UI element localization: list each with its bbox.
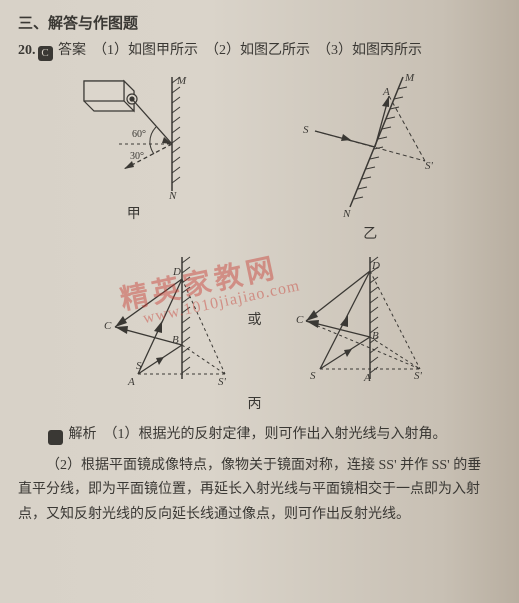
figure-jia-label: 甲 <box>64 203 204 223</box>
figure-jia: M N 60° 30° 甲 <box>64 69 204 243</box>
analysis-header-line: C 解析 （1）根据光的反射定律，则可作出入射光线与入射角。 <box>18 423 491 448</box>
label-M: M <box>176 75 187 87</box>
figure-bing-label: 丙 <box>18 393 491 413</box>
analysis-p1: （1）根据光的反射定律，则可作出入射光线与入射角。 <box>111 427 447 442</box>
svg-text:D: D <box>371 260 380 272</box>
svg-text:C: C <box>104 320 112 332</box>
answer-part-3: （3）如图丙所示 <box>324 43 422 58</box>
svg-text:N: N <box>342 208 351 219</box>
svg-text:A: A <box>382 86 390 98</box>
svg-text:C: C <box>296 314 304 326</box>
analysis-label: 解析 <box>69 427 97 442</box>
svg-text:S': S' <box>218 376 227 388</box>
question-number: 20. <box>18 43 36 58</box>
svg-text:S': S' <box>414 370 423 382</box>
question-line: 20.C 答案 （1）如图甲所示 （2）如图乙所示 （3）如图丙所示 <box>18 39 491 61</box>
svg-text:S: S <box>136 360 142 372</box>
svg-text:S': S' <box>425 160 434 172</box>
analysis-p2: （2）根据平面镜成像特点，像物关于镜面对称，连接 SS' 并作 SS' 的垂直平… <box>18 454 491 528</box>
figure-yi-label: 乙 <box>295 223 445 243</box>
question-badge: C <box>38 46 53 61</box>
svg-text:D: D <box>172 266 181 278</box>
angle-30: 30° <box>130 151 144 162</box>
svg-text:S: S <box>310 370 316 382</box>
figure-row-2: D C B A S S' 或 <box>18 249 491 389</box>
or-label: 或 <box>248 309 262 329</box>
answer-part-1: （1）如图甲所示 <box>100 43 198 58</box>
svg-text:A: A <box>127 376 135 388</box>
svg-text:M: M <box>404 72 415 84</box>
analysis-block: C 解析 （1）根据光的反射定律，则可作出入射光线与入射角。 （2）根据平面镜成… <box>18 423 491 527</box>
figure-yi: M N A S S' 乙 <box>295 69 445 243</box>
svg-text:B: B <box>372 330 379 342</box>
section-title: 三、解答与作图题 <box>18 12 491 33</box>
figure-bing-left: D C B A S S' <box>80 249 230 389</box>
svg-text:S: S <box>303 124 309 136</box>
figure-bing-right: D C B A S S' <box>280 249 430 389</box>
camera <box>84 81 137 111</box>
svg-text:B: B <box>172 334 179 346</box>
figure-row-1: M N 60° 30° 甲 <box>18 69 491 243</box>
svg-text:A: A <box>363 372 371 384</box>
label-N: N <box>168 190 177 199</box>
analysis-badge: C <box>48 430 63 445</box>
angle-60: 60° <box>132 129 146 140</box>
answer-part-2: （2）如图乙所示 <box>212 43 310 58</box>
figure-yi-svg: M N A S S' <box>295 69 445 219</box>
answer-label: 答案 <box>58 43 86 58</box>
figure-jia-svg: M N 60° 30° <box>64 69 204 199</box>
page-root: 三、解答与作图题 20.C 答案 （1）如图甲所示 （2）如图乙所示 （3）如图… <box>0 0 519 603</box>
